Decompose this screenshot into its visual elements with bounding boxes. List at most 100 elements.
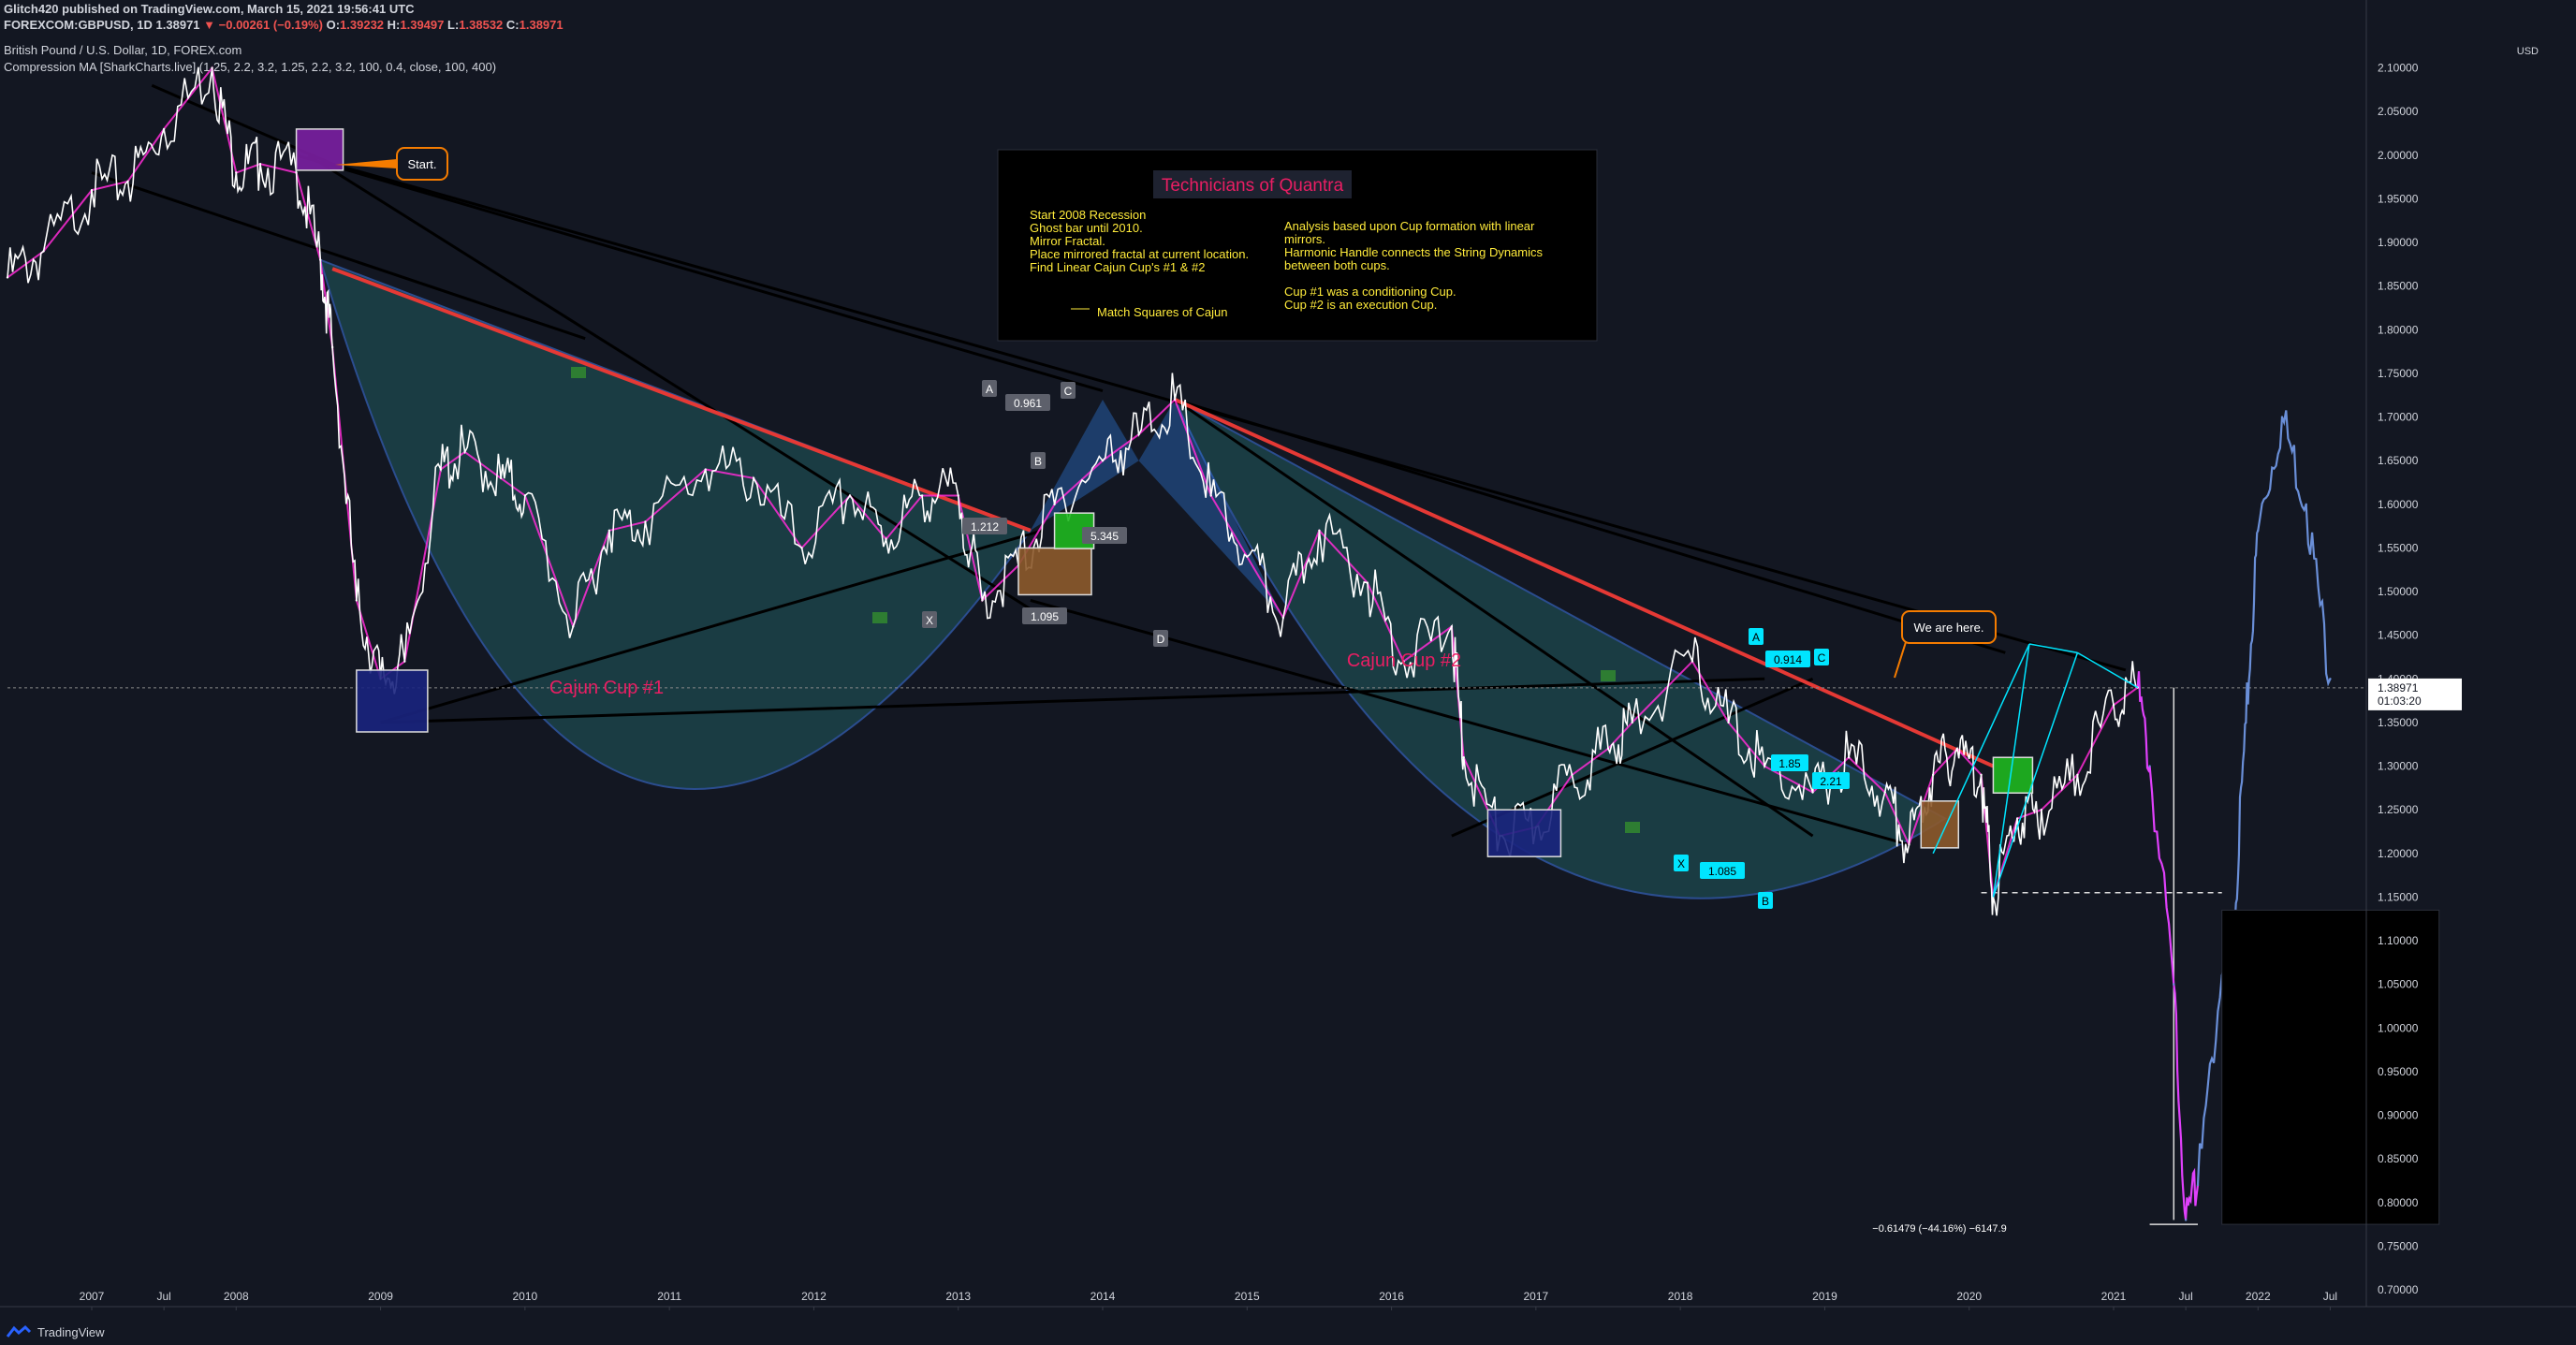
pattern1-ratio-3: 5.345 [1090, 530, 1119, 543]
gbpusd-point-11 [355, 599, 359, 602]
pattern1-ratio-2-bg [962, 518, 1007, 534]
gbpusd-point-52 [1883, 791, 1886, 794]
time-tick-17: 2022 [2246, 1290, 2271, 1303]
gbpusd-point-6 [235, 171, 238, 174]
harmonic-bcd [1138, 399, 1283, 619]
pattern1-ratio-4: 1.095 [1031, 610, 1059, 623]
gbpusd-point-33 [1173, 398, 1177, 402]
gbpusd-point-0 [6, 276, 9, 279]
pattern2-x-bg [1674, 855, 1689, 871]
gbpusd-point-40 [1450, 625, 1454, 628]
current-price-badge [2368, 678, 2462, 710]
price-tick-16: 1.30000 [2378, 760, 2419, 773]
info-left-line-1: Ghost bar until 2010. [1030, 221, 1143, 235]
gbpusd-point-31 [1101, 460, 1105, 462]
start-pointer [335, 159, 397, 168]
gbpusd-point-54 [1931, 773, 1935, 777]
price-tick-3: 1.95000 [2378, 192, 2419, 205]
pattern2-ratio-2: 1.085 [1708, 865, 1736, 878]
gbpusd-point-49 [1763, 765, 1766, 768]
cup1-label: Cajun Cup #1 [549, 678, 664, 698]
gbpusd-point-23 [800, 547, 803, 549]
price-tick-11: 1.55000 [2378, 541, 2419, 554]
cup2-brown-square [1920, 800, 1960, 849]
pattern1-c: C [1064, 385, 1073, 398]
info-title-bg [1153, 170, 1352, 198]
trendline-black-5 [331, 162, 2127, 672]
instrument-name: British Pound / U.S. Dollar, 1D, FOREX.c… [4, 43, 242, 57]
indicator-name[interactable]: Compression MA [SharkCharts.live] (1.25,… [4, 60, 497, 74]
gbpusd-point-50 [1811, 791, 1814, 794]
gbpusd-point-20 [644, 520, 647, 523]
price-change: ▼ −0.00261 (−0.19%) [203, 18, 323, 32]
price-tick-4: 1.90000 [2378, 236, 2419, 249]
projection-point-6 [2245, 721, 2247, 724]
trendline-black-9 [1174, 398, 1814, 838]
pattern-marks: Start. We are here. Cajun Cup #1 Cajun Cup … [295, 128, 2440, 1235]
pattern2-ratio-1: 0.914 [1774, 653, 1802, 666]
we-are-here-callout-box [1901, 610, 1997, 644]
price-tick-18: 1.20000 [2378, 847, 2419, 860]
pattern2-x: X [1677, 857, 1685, 870]
gbpusd-point-27 [957, 494, 959, 497]
trendlines [7, 83, 2366, 1225]
gbpusd-point-59 [2040, 808, 2043, 811]
price-tick-22: 1.00000 [2378, 1021, 2419, 1034]
time-tick-5: 2011 [657, 1290, 681, 1303]
cup2-label: Cajun Cup #2 [1347, 651, 1461, 671]
current-price-label: 1.38971 [2378, 681, 2419, 694]
time-tick-6: 2012 [801, 1290, 827, 1303]
close-value: 1.38971 [519, 18, 564, 32]
footer: TradingView [6, 1324, 105, 1339]
gbpusd-point-5 [211, 66, 213, 69]
price-tick-5: 1.85000 [2378, 280, 2419, 293]
gbpusd-point-53 [1908, 843, 1910, 846]
price-tick-0: 2.10000 [2378, 62, 2419, 75]
time-tick-15: 2021 [2101, 1290, 2127, 1303]
price-tick-2: 2.00000 [2378, 149, 2419, 162]
we-are-here-pointer [1894, 641, 1907, 679]
info-right-line-5: Cup #1 was a conditioning Cup. [1284, 285, 1456, 299]
gbpusd-point-46 [1631, 721, 1633, 724]
gbpusd-point-17 [523, 494, 527, 497]
gbpusd-point-48 [1727, 721, 1730, 724]
pattern1-ratio-4-bg [1022, 607, 1067, 624]
price-tick-13: 1.45000 [2378, 629, 2419, 642]
price-tick-19: 1.15000 [2378, 890, 2419, 903]
price-tick-10: 1.60000 [2378, 498, 2419, 511]
gbpusd-point-30 [1053, 503, 1056, 506]
pattern1-x: X [926, 614, 933, 627]
time-tick-4: 2010 [513, 1290, 538, 1303]
trendline-black-7 [380, 677, 1765, 724]
pattern2-ratio-3: 1.85 [1778, 757, 1801, 770]
open-value: 1.39232 [340, 18, 385, 32]
price-tick-28: 0.70000 [2378, 1283, 2419, 1296]
countdown-label: 01:03:20 [2378, 694, 2422, 708]
gbpusd-point-37 [1318, 529, 1321, 532]
price-tick-20: 1.10000 [2378, 934, 2419, 947]
time-tick-14: 2020 [1956, 1290, 1982, 1303]
footer-brand: TradingView [37, 1324, 105, 1339]
gbpusd-point-51 [1847, 756, 1851, 759]
pattern1-x-bg [922, 611, 937, 628]
pattern2-leg-4 [1992, 652, 2079, 898]
gbpusd-point-28 [981, 599, 984, 602]
pattern1-ratio-3-bg [1082, 527, 1127, 544]
price-tick-1: 2.05000 [2378, 105, 2419, 118]
projection-point-10 [2329, 678, 2332, 680]
axes: USD 2.10000 2.05000 2.00000 1.95000 1.90000 1.… [0, 0, 2576, 1310]
gbpusd-point-39 [1402, 660, 1405, 663]
gbpusd-point-60 [2076, 773, 2079, 777]
info-box: Technicians of Quantra Start 2008 Recessi… [997, 149, 1598, 342]
trendline-black-3 [307, 154, 1032, 610]
cup1-brown-square [1017, 547, 1092, 596]
pattern1-a-bg [982, 380, 997, 397]
cajun-cup-1-area [318, 258, 1032, 791]
time-tick-18: Jul [2323, 1290, 2337, 1303]
gbpusd-point-58 [2015, 817, 2019, 820]
price-tick-6: 1.80000 [2378, 323, 2419, 336]
gbpusd-point-18 [572, 625, 575, 628]
info-left-line-2: Mirror Fractal. [1030, 234, 1105, 248]
time-tick-3: 2009 [368, 1290, 393, 1303]
